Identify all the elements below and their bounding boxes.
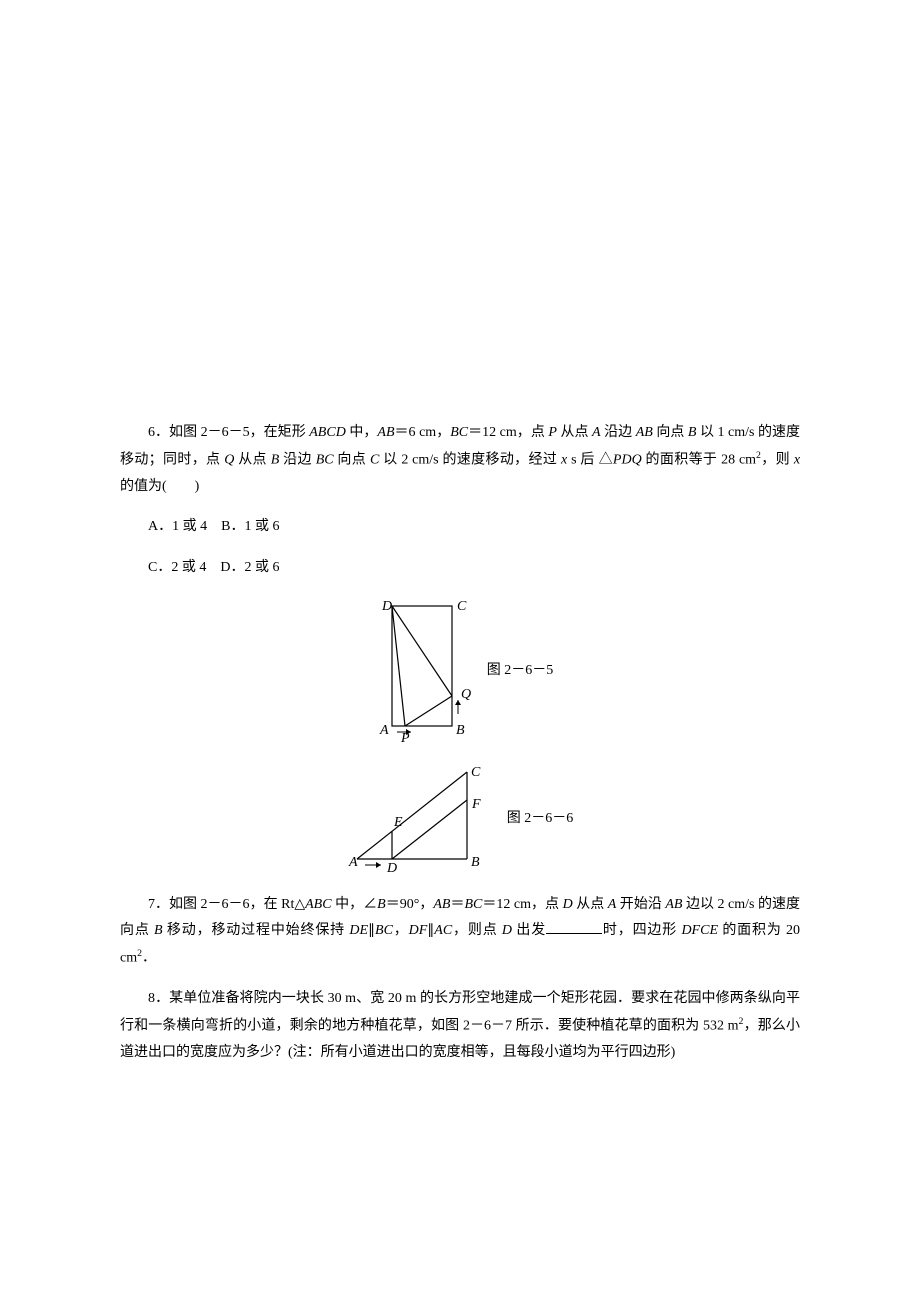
q7-comma: ， xyxy=(393,923,409,938)
q7-ab2: AB xyxy=(665,897,682,912)
q7-h: 移动，移动过程中始终保持 xyxy=(163,923,350,938)
q7-bc: BC xyxy=(464,897,482,912)
q7-c: ＝90°， xyxy=(386,897,434,912)
fig5-A: A xyxy=(379,723,389,738)
q6-c2: C xyxy=(370,452,379,467)
q7-j: 出发 xyxy=(512,923,546,938)
page: 6．如图 2－6－5，在矩形 ABCD 中，AB＝6 cm，BC＝12 cm，点… xyxy=(0,0,920,1302)
fig6-E: E xyxy=(393,815,403,830)
q6-q: Q xyxy=(224,452,234,467)
q6-opts-row1: A．1 或 4 B．1 或 6 xyxy=(120,514,800,541)
fig5-B: B xyxy=(456,723,465,738)
q7-D: D xyxy=(563,897,573,912)
q7-blank[interactable] xyxy=(546,919,602,934)
q6-x2: x xyxy=(794,452,800,467)
q7-dfce: DFCE xyxy=(681,923,718,938)
fig5-svg: D C A P B Q xyxy=(367,596,487,746)
q7-text: 7．如图 2－6－6，在 Rt△ABC 中，∠B＝90°，AB＝BC＝12 cm… xyxy=(120,892,800,972)
q7-B: B xyxy=(377,897,386,912)
fig5-D: D xyxy=(381,599,392,614)
q6-optA: A．1 或 4 xyxy=(148,519,207,534)
q6-optB: B．1 或 6 xyxy=(221,519,279,534)
q6-d: 沿边 xyxy=(601,425,636,440)
q7-eq: ＝ xyxy=(450,897,464,912)
fig5-C: C xyxy=(457,599,467,614)
q7-de: DE xyxy=(349,923,368,938)
fig6-svg: A D B C E F xyxy=(347,764,507,874)
q8-a: 8．某单位准备将院内一块长 30 m、宽 20 m 的长方形空地建成一个矩形花园… xyxy=(120,991,800,1033)
fig6-A: A xyxy=(348,855,358,870)
q6-pdq: PDQ xyxy=(613,452,642,467)
q7-ac: AC xyxy=(434,923,452,938)
q6-p: P xyxy=(548,425,557,440)
fig5-P: P xyxy=(400,731,410,746)
q6-j: 以 2 cm/s 的速度移动，经过 xyxy=(379,452,561,467)
q7-par1: ∥ xyxy=(368,923,375,938)
q6-abcd: ABCD xyxy=(309,425,346,440)
q6-text: 6．如图 2－6－5，在矩形 ABCD 中，AB＝6 cm，BC＝12 cm，点… xyxy=(120,420,800,500)
q6-eq1: ＝6 cm， xyxy=(395,425,451,440)
q6-a2: A xyxy=(592,425,601,440)
q7-a: 7．如图 2－6－6，在 Rt△ xyxy=(148,897,305,912)
q7-B2: B xyxy=(154,923,163,938)
q6-k: s 后 △ xyxy=(567,452,613,467)
q8-text: 8．某单位准备将院内一块长 30 m、宽 20 m 的长方形空地建成一个矩形花园… xyxy=(120,986,800,1066)
q7-f: 开始沿 xyxy=(616,897,665,912)
fig6-D: D xyxy=(386,861,397,874)
fig6-F: F xyxy=(471,797,481,812)
fig6-label: 图 2－6－6 xyxy=(507,811,574,826)
q6-m: ，则 xyxy=(761,452,794,467)
fig5-label: 图 2－6－5 xyxy=(487,663,554,678)
figure-2-6-5: D C A P B Q 图 2－6－5 xyxy=(120,596,800,746)
q7-i: ，则点 xyxy=(452,923,502,938)
q6-n: 的值为( ) xyxy=(120,479,199,494)
q6-bc2: BC xyxy=(316,452,334,467)
q7-ab: AB xyxy=(433,897,450,912)
q6-ab: AB xyxy=(377,425,394,440)
q6-optD: D．2 或 6 xyxy=(220,560,279,575)
q7-A: A xyxy=(608,897,617,912)
q6-a: 6．如图 2－6－5，在矩形 xyxy=(148,425,309,440)
q6-i: 向点 xyxy=(334,452,370,467)
q7-m: ． xyxy=(142,950,156,965)
q6-c: 从点 xyxy=(557,425,592,440)
q6-b: 中， xyxy=(346,425,378,440)
q7-D2: D xyxy=(502,923,512,938)
q7-d: ＝12 cm，点 xyxy=(482,897,562,912)
q7-e: 从点 xyxy=(573,897,608,912)
fig6-C: C xyxy=(471,765,481,780)
q6-h: 沿边 xyxy=(279,452,315,467)
q6-bc: BC xyxy=(450,425,468,440)
q7-k: 时，四边形 xyxy=(602,923,681,938)
q6-ab2: AB xyxy=(636,425,653,440)
figure-2-6-6: A D B C E F 图 2－6－6 xyxy=(120,764,800,874)
fig6-B: B xyxy=(471,855,480,870)
q6-g: 从点 xyxy=(234,452,270,467)
q6-l: 的面积等于 28 cm xyxy=(642,452,756,467)
q6-e: 向点 xyxy=(653,425,688,440)
q7-bc2: BC xyxy=(375,923,393,938)
q6-eq2: ＝12 cm，点 xyxy=(468,425,548,440)
q6-opts-row2: C．2 或 4 D．2 或 6 xyxy=(120,555,800,582)
fig5-Q: Q xyxy=(461,687,471,702)
q6-optC: C．2 或 4 xyxy=(148,560,206,575)
q7-df: DF xyxy=(409,923,428,938)
q7-b: 中，∠ xyxy=(332,897,378,912)
q7-abc: ABC xyxy=(305,897,331,912)
